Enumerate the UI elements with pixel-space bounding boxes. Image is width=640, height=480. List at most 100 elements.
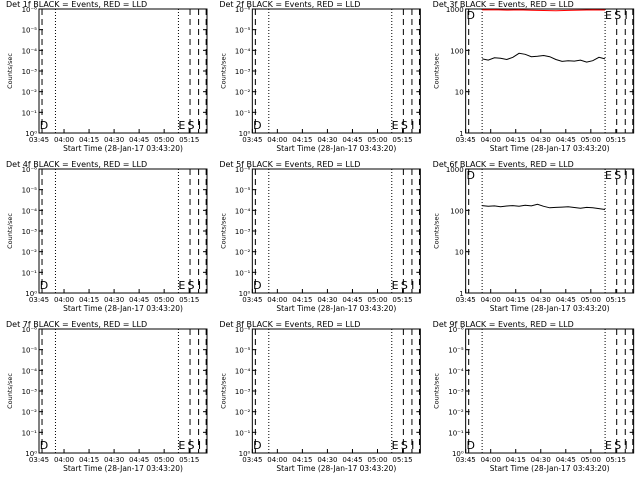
x-tick-label: 04:30 [104, 296, 124, 304]
y-tick-label: 10⁰ [239, 130, 251, 138]
chart-panel: Det 7f BLACK = Events, RED = LLD Counts/s… [6, 320, 208, 473]
y-tick-label: 10⁻² [235, 409, 251, 417]
marker-letter: D [466, 169, 474, 182]
x-tick-label: 03:45 [242, 296, 262, 304]
x-tick-label: 04:15 [79, 456, 99, 464]
x-tick-label: 05:15 [179, 296, 199, 304]
y-tick-label: 10⁻⁴ [22, 47, 38, 55]
y-tick-label: 10⁻¹ [235, 109, 251, 117]
marker-letter: S [614, 169, 621, 182]
x-axis-label: Start Time (28-Jan-17 03:43:20) [63, 304, 183, 313]
marker-letter: S [614, 439, 621, 452]
y-tick-label: 10⁻⁴ [22, 207, 38, 215]
x-tick-label: 04:30 [317, 456, 337, 464]
y-tick-label: 10⁻¹ [448, 429, 464, 437]
y-tick-label: 10⁻¹ [22, 429, 38, 437]
y-tick-label: 10⁻⁵ [22, 27, 38, 35]
y-tick-label: 10⁻⁵ [235, 27, 251, 35]
chart-panel: Det 9f BLACK = Events, RED = LLD Counts/s… [433, 320, 635, 473]
y-tick-label: 1000 [446, 166, 464, 174]
events-series-line [482, 52, 606, 63]
x-tick-label: 04:30 [317, 136, 337, 144]
x-tick-label: 05:00 [581, 296, 601, 304]
x-tick-label: 03:45 [456, 136, 476, 144]
marker-letter: D [253, 439, 261, 452]
marker-letter: D [253, 119, 261, 132]
x-tick-label: 05:00 [367, 456, 387, 464]
chart-title: Det 9f BLACK = Events, RED = LLD [433, 320, 574, 329]
marker-letter: I [198, 279, 201, 292]
x-tick-label: 04:30 [104, 136, 124, 144]
chart-panel: Det 6f BLACK = Events, RED = LLD Counts/s… [433, 160, 635, 313]
x-axis-label: Start Time (28-Jan-17 03:43:20) [63, 144, 183, 153]
x-axis-label: Start Time (28-Jan-17 03:43:20) [276, 304, 396, 313]
marker-letter: D [466, 439, 474, 452]
x-tick-label: 03:45 [456, 296, 476, 304]
x-tick-label: 04:30 [531, 296, 551, 304]
x-tick-label: 04:15 [292, 456, 312, 464]
marker-letter: E [178, 119, 185, 132]
x-tick-label: 04:30 [531, 136, 551, 144]
y-tick-label: 10⁻⁵ [22, 187, 38, 195]
y-tick-label: 10⁻² [235, 89, 251, 97]
chart-title: Det 5f BLACK = Events, RED = LLD [219, 160, 360, 169]
x-tick-label: 04:15 [79, 136, 99, 144]
chart-title: Det 7f BLACK = Events, RED = LLD [6, 320, 147, 329]
x-tick-label: 04:00 [54, 136, 74, 144]
x-tick-label: 05:00 [154, 456, 174, 464]
x-tick-label: 04:00 [267, 456, 287, 464]
marker-letter: D [253, 279, 261, 292]
x-tick-label: 04:00 [481, 296, 501, 304]
x-tick-label: 05:15 [606, 456, 626, 464]
y-tick-label: 10⁻² [22, 249, 38, 257]
y-tick-label: 10⁰ [25, 130, 37, 138]
x-axis-label: Start Time (28-Jan-17 03:43:20) [276, 144, 396, 153]
y-tick-label: 10⁻⁴ [235, 47, 251, 55]
x-tick-label: 05:15 [179, 456, 199, 464]
marker-letter: D [40, 279, 48, 292]
chart-title: Det 1f BLACK = Events, RED = LLD [6, 0, 147, 9]
x-tick-label: 04:45 [342, 456, 362, 464]
y-tick-label: 10⁻⁶ [22, 6, 38, 14]
y-tick-label: 10⁻² [22, 409, 38, 417]
x-tick-label: 04:00 [481, 136, 501, 144]
marker-letter: D [466, 9, 474, 22]
x-axis-label: Start Time (28-Jan-17 03:43:20) [276, 464, 396, 473]
y-tick-label: 10⁻⁴ [235, 367, 251, 375]
marker-letter: I [624, 9, 627, 22]
x-tick-label: 04:15 [79, 296, 99, 304]
y-tick-label: 10⁰ [25, 450, 37, 458]
x-tick-label: 04:00 [267, 136, 287, 144]
x-tick-label: 04:30 [317, 296, 337, 304]
x-tick-label: 04:45 [556, 136, 576, 144]
x-tick-label: 04:15 [292, 296, 312, 304]
marker-letter: D [40, 439, 48, 452]
y-axis-label: Counts/sec [433, 213, 441, 249]
y-tick-label: 10⁻⁵ [448, 347, 464, 355]
chart-panel: Det 8f BLACK = Events, RED = LLD Counts/s… [219, 320, 421, 473]
y-tick-label: 10⁻⁴ [22, 367, 38, 375]
x-tick-label: 04:45 [129, 136, 149, 144]
chart-panel: Det 3f BLACK = Events, RED = LLD Counts/s… [433, 0, 635, 153]
x-tick-label: 03:45 [29, 136, 49, 144]
y-tick-label: 10⁻⁶ [235, 6, 251, 14]
x-tick-label: 04:45 [556, 296, 576, 304]
y-tick-label: 10⁻¹ [235, 269, 251, 277]
y-tick-label: 10⁻² [22, 89, 38, 97]
marker-letter: E [392, 279, 399, 292]
marker-letter: S [188, 119, 195, 132]
y-tick-label: 10 [455, 249, 464, 257]
lld-series-line [482, 9, 606, 12]
marker-letter: E [392, 119, 399, 132]
x-tick-label: 05:00 [154, 296, 174, 304]
x-tick-label: 05:15 [392, 456, 412, 464]
marker-letter: I [411, 439, 414, 452]
y-tick-label: 10⁻³ [22, 228, 38, 236]
y-tick-label: 10⁻⁶ [448, 326, 464, 334]
plot-frame [38, 168, 208, 294]
x-tick-label: 04:45 [556, 456, 576, 464]
x-tick-label: 04:15 [506, 456, 526, 464]
x-tick-label: 04:15 [506, 296, 526, 304]
y-tick-label: 10⁻² [448, 409, 464, 417]
x-tick-label: 04:00 [54, 456, 74, 464]
